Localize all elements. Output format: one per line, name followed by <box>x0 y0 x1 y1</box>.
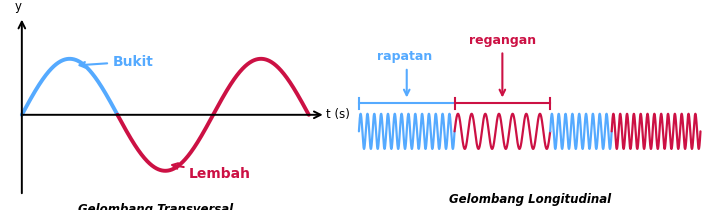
Text: rapatan: rapatan <box>378 50 433 63</box>
Text: Gelombang Transversal: Gelombang Transversal <box>78 203 233 210</box>
Text: Bukit: Bukit <box>80 55 154 69</box>
Text: Lembah: Lembah <box>172 163 251 181</box>
Text: regangan: regangan <box>469 34 536 47</box>
Text: y: y <box>15 0 21 13</box>
Text: Gelombang Longitudinal: Gelombang Longitudinal <box>449 193 611 206</box>
Text: t (s): t (s) <box>326 108 351 121</box>
